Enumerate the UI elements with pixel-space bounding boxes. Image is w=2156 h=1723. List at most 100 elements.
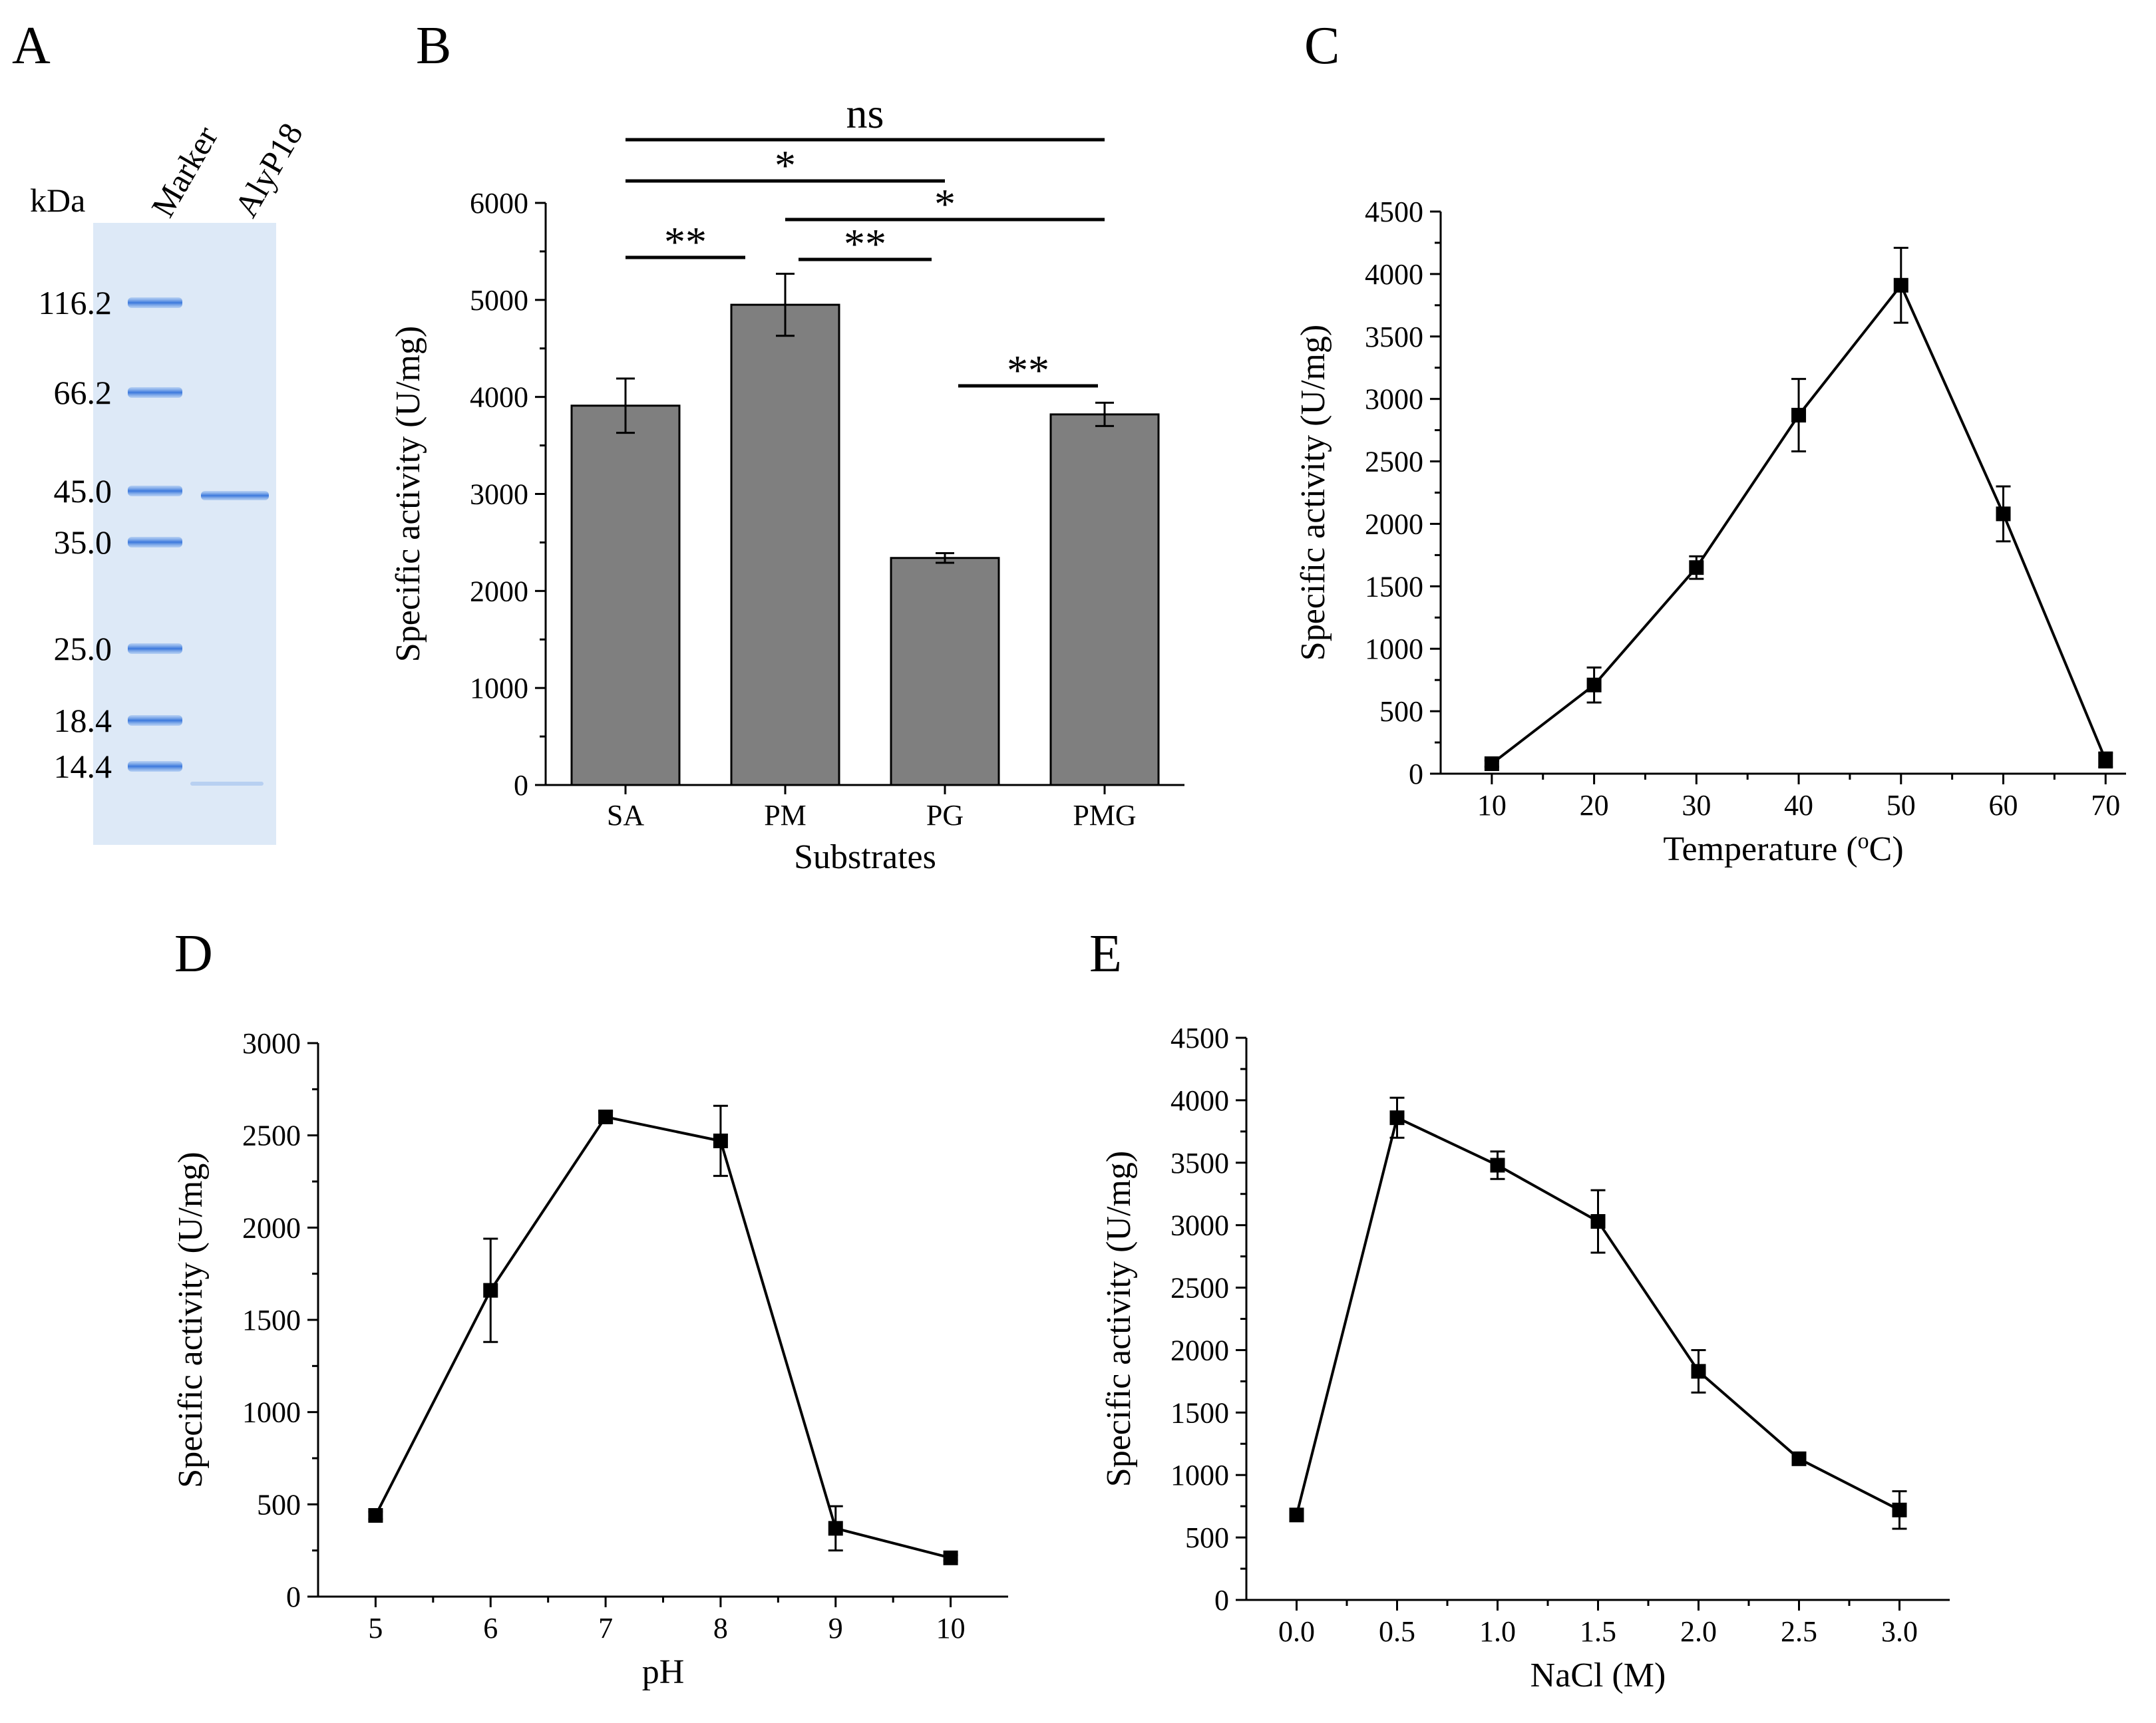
data-point	[598, 1109, 614, 1124]
panel-c-temperature-chart: C 0 500 1000 1500 2000 2500 3000 3500 4000 4500 Sp…	[1294, 17, 2126, 868]
y-tick-label: 1000	[1365, 633, 1423, 665]
data-point	[1490, 1158, 1505, 1173]
data-point	[368, 1507, 383, 1523]
data-point	[1791, 1451, 1807, 1466]
y-tick-label: 2500	[1365, 446, 1423, 478]
gel-marker-label: 14.4	[54, 748, 112, 785]
y-tick-label: 1500	[1170, 1396, 1229, 1429]
data-point	[1691, 1364, 1706, 1379]
x-tick-label: 0.5	[1379, 1615, 1415, 1648]
y-tick-label: 3000	[1170, 1209, 1229, 1242]
gel-marker-label: 45.0	[54, 472, 112, 510]
data-point	[483, 1283, 498, 1298]
data-point	[1689, 560, 1704, 575]
gel-marker-label: 66.2	[54, 374, 112, 411]
y-axis-label: Specific activity (U/mg)	[1294, 325, 1332, 661]
gel-unit-label: kDa	[30, 182, 85, 219]
x-axis-label: Substrates	[794, 838, 936, 876]
x-tick-label: 8	[713, 1612, 728, 1645]
y-tick-label: 500	[1379, 695, 1423, 728]
y-tick-label: 2500	[1170, 1272, 1229, 1305]
x-tick-label: 60	[1989, 789, 2018, 822]
y-tick-label: 2000	[242, 1211, 301, 1244]
data-point	[713, 1133, 728, 1148]
y-tick-label: 4500	[1170, 1022, 1229, 1054]
y-tick-label: 1000	[1170, 1459, 1229, 1491]
panel-label-e: E	[1089, 925, 1122, 983]
x-tick-label: 70	[2091, 789, 2120, 822]
panel-a-gel: A kDa Marker AlyP18 116.2 66.2 45.0 35.0 25.…	[12, 17, 310, 845]
gel-lane-sample-label: AlyP18	[227, 116, 310, 223]
y-tick-label: 3000	[242, 1027, 301, 1060]
y-tick-label: 1500	[1365, 570, 1423, 603]
x-tick-label: 9	[828, 1612, 843, 1645]
data-point	[1484, 756, 1499, 771]
y-tick-label: 2000	[470, 575, 528, 607]
y-axis-label: Specific activity (U/mg)	[389, 326, 427, 662]
gel-marker-label: 18.4	[54, 702, 112, 739]
y-tick-label: 0	[514, 769, 528, 802]
y-tick-label: 4000	[470, 381, 528, 414]
x-tick-label: 30	[1682, 789, 1711, 822]
y-tick-label: 3000	[470, 478, 528, 511]
panel-label-a: A	[12, 17, 51, 75]
x-tick-label: 50	[1886, 789, 1916, 822]
panel-label-b: B	[416, 17, 451, 75]
x-tick-label: 2.5	[1781, 1615, 1817, 1648]
gel-marker-band	[128, 643, 182, 654]
y-tick-label: 2000	[1170, 1334, 1229, 1366]
x-tick-label: 40	[1784, 789, 1813, 822]
x-tick-label: 2.0	[1680, 1615, 1717, 1648]
gel-marker-band	[128, 715, 182, 726]
gel-lane-marker-label: Marker	[144, 120, 225, 224]
data-point	[1892, 1502, 1907, 1517]
y-tick-label: 4000	[1365, 258, 1423, 291]
data-point	[1389, 1110, 1405, 1126]
gel-image	[93, 223, 276, 845]
x-tick-label: 10	[1477, 789, 1507, 822]
gel-marker-band	[128, 387, 182, 398]
data-point	[943, 1550, 958, 1565]
significance-label: *	[934, 180, 956, 228]
y-tick-label: 6000	[470, 187, 528, 220]
gel-faint-band	[190, 782, 264, 786]
series-line	[374, 1115, 952, 1559]
y-tick-label: 2000	[1365, 508, 1423, 540]
gel-marker-band	[128, 486, 182, 496]
data-point	[2098, 752, 2113, 768]
bar-sa	[570, 404, 681, 786]
gel-sample-band	[201, 491, 269, 500]
y-tick-label: 500	[1185, 1521, 1229, 1554]
x-axis-label-end: C)	[1869, 830, 1904, 868]
y-tick-label: 0	[1409, 758, 1423, 790]
y-tick-label: 0	[1214, 1584, 1229, 1617]
panel-d-ph-chart: D 0 500 1000 1500 2000 2500 3000 Specific activ…	[172, 925, 1008, 1691]
y-tick-label: 3000	[1365, 383, 1423, 416]
x-tick-label: PMG	[1073, 799, 1136, 832]
bar-pg	[890, 557, 1000, 786]
gel-marker-label: 116.2	[38, 284, 112, 321]
y-tick-label: 3500	[1365, 321, 1423, 353]
data-point	[1590, 1214, 1606, 1229]
y-tick-label: 4500	[1365, 196, 1423, 228]
x-axis-label: pH	[642, 1653, 685, 1691]
significance-label: **	[664, 218, 707, 265]
data-point	[1289, 1507, 1304, 1523]
y-tick-label: 1000	[470, 672, 528, 705]
significance-label: *	[775, 142, 796, 189]
series-line	[1295, 1116, 1900, 1515]
x-tick-label: 3.0	[1881, 1615, 1918, 1648]
y-tick-label: 500	[257, 1488, 301, 1521]
panel-label-c: C	[1304, 17, 1340, 75]
data-point	[1586, 677, 1602, 693]
significance-label: ns	[846, 90, 884, 137]
data-point	[1893, 277, 1908, 293]
x-tick-label: 7	[598, 1612, 613, 1645]
panel-label-d: D	[174, 925, 213, 983]
x-axis-label: NaCl (M)	[1530, 1656, 1666, 1694]
series-line	[1491, 282, 2107, 765]
bar-pmg	[1049, 413, 1160, 786]
x-tick-label: 10	[936, 1612, 966, 1645]
x-tick-label: 1.0	[1479, 1615, 1516, 1648]
